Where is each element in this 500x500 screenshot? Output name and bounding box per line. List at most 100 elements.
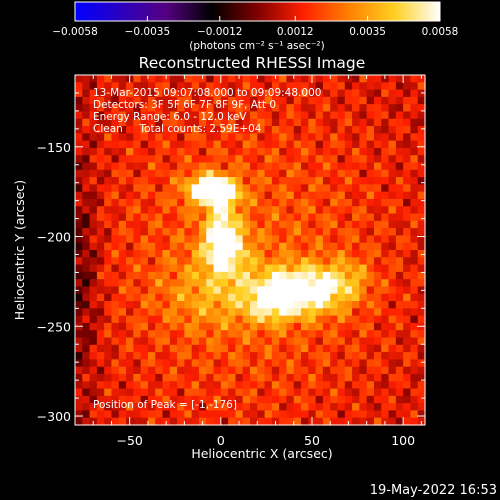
heatmap-pixel <box>330 410 339 419</box>
heatmap-pixel <box>206 293 215 302</box>
heatmap-pixel <box>155 279 164 288</box>
heatmap-pixel <box>177 271 185 280</box>
y-tick-label: −300 <box>37 409 71 424</box>
heatmap-pixel <box>366 337 375 346</box>
heatmap-pixel <box>301 228 309 237</box>
heatmap-pixel <box>213 177 222 185</box>
heatmap-pixel <box>228 410 237 419</box>
heatmap-pixel <box>111 315 120 324</box>
heatmap-pixel <box>279 352 288 360</box>
heatmap-pixel <box>381 271 390 280</box>
heatmap-pixel <box>301 271 309 280</box>
heatmap-pixel <box>206 359 215 368</box>
heatmap-pixel <box>257 388 266 397</box>
heatmap-pixel <box>104 293 113 302</box>
heatmap-pixel <box>147 133 156 142</box>
heatmap-pixel <box>220 308 229 317</box>
heatmap-pixel <box>417 381 426 390</box>
heatmap-pixel <box>315 417 324 426</box>
heatmap-pixel <box>279 359 288 368</box>
heatmap-pixel <box>118 330 127 339</box>
heatmap-pixel <box>118 242 127 251</box>
heatmap-pixel <box>82 286 91 295</box>
heatmap-pixel <box>403 220 412 229</box>
heatmap-pixel <box>352 206 360 215</box>
heatmap-pixel <box>213 111 222 120</box>
heatmap-pixel <box>133 308 142 317</box>
heatmap-pixel <box>191 191 200 200</box>
heatmap-pixel <box>169 75 178 83</box>
heatmap-pixel <box>271 250 280 258</box>
heatmap-pixel <box>184 373 193 382</box>
heatmap-pixel <box>206 264 215 273</box>
heatmap-pixel <box>198 344 207 353</box>
heatmap-pixel <box>96 286 105 295</box>
heatmap-pixel <box>126 126 134 134</box>
heatmap-pixel <box>220 322 229 331</box>
heatmap-pixel <box>337 286 346 295</box>
heatmap-pixel <box>177 147 185 156</box>
heatmap-pixel <box>228 257 237 266</box>
heatmap-pixel <box>228 126 237 134</box>
heatmap-pixel <box>82 75 91 83</box>
heatmap-pixel <box>250 279 258 288</box>
heatmap-pixel <box>315 373 324 382</box>
heatmap-pixel <box>330 322 339 331</box>
heatmap-pixel <box>417 206 426 215</box>
heatmap-pixel <box>403 177 412 185</box>
heatmap-pixel <box>271 147 280 156</box>
heatmap-pixel <box>96 82 105 91</box>
heatmap-pixel <box>373 220 382 229</box>
heatmap-pixel <box>308 352 317 360</box>
y-tick-label: −150 <box>37 140 71 155</box>
heatmap-pixel <box>352 410 360 419</box>
heatmap-pixel <box>322 301 331 309</box>
heatmap-pixel <box>410 89 419 98</box>
heatmap-pixel <box>410 293 419 302</box>
heatmap-pixel <box>373 366 382 375</box>
heatmap-pixel <box>111 388 120 397</box>
heatmap-pixel <box>315 286 324 295</box>
heatmap-pixel <box>344 191 353 200</box>
heatmap-pixel <box>75 118 83 127</box>
heatmap-pixel <box>388 271 397 280</box>
heatmap-pixel <box>118 82 127 91</box>
heatmap-pixel <box>198 366 207 375</box>
colorbar-ticks: −0.0058 −0.0035 −0.0012 0.0012 0.0035 0.0058 <box>52 16 458 38</box>
heatmap-pixel <box>198 286 207 295</box>
plot-frame <box>74 74 426 426</box>
heatmap-pixel <box>184 388 193 397</box>
heatmap-pixel <box>235 206 244 215</box>
heatmap-pixel <box>352 220 360 229</box>
heatmap-pixel <box>315 228 324 237</box>
heatmap-pixel <box>373 315 382 324</box>
heatmap-pixel <box>366 410 375 419</box>
heatmap-pixel <box>111 352 120 360</box>
heatmap-pixel <box>395 410 404 419</box>
heatmap-pixel <box>250 198 258 207</box>
heatmap-pixel <box>206 96 215 105</box>
heatmap-pixel <box>155 337 164 346</box>
heatmap-pixel <box>250 184 258 193</box>
heatmap-pixel <box>315 271 324 280</box>
heatmap-pixel <box>271 228 280 237</box>
heatmap-pixel <box>206 89 215 98</box>
heatmap-pixel <box>330 104 339 113</box>
heatmap-pixel <box>337 133 346 142</box>
heatmap-pixel <box>388 75 397 83</box>
heatmap-pixel <box>133 337 142 346</box>
heatmap-pixel <box>104 118 113 127</box>
heatmap-pixel <box>177 162 185 171</box>
heatmap-pixel <box>352 198 360 207</box>
heatmap-pixel <box>301 191 309 200</box>
heatmap-pixel <box>75 330 83 339</box>
heatmap-pixel <box>235 133 244 142</box>
heatmap-pixel <box>147 198 156 207</box>
heatmap-pixel <box>352 381 360 390</box>
heatmap-pixel <box>147 89 156 98</box>
heatmap-pixel <box>177 388 185 397</box>
heatmap-pixel <box>228 235 237 244</box>
heatmap-pixel <box>213 286 222 295</box>
heatmap-pixel <box>198 242 207 251</box>
heatmap-pixel <box>118 315 127 324</box>
